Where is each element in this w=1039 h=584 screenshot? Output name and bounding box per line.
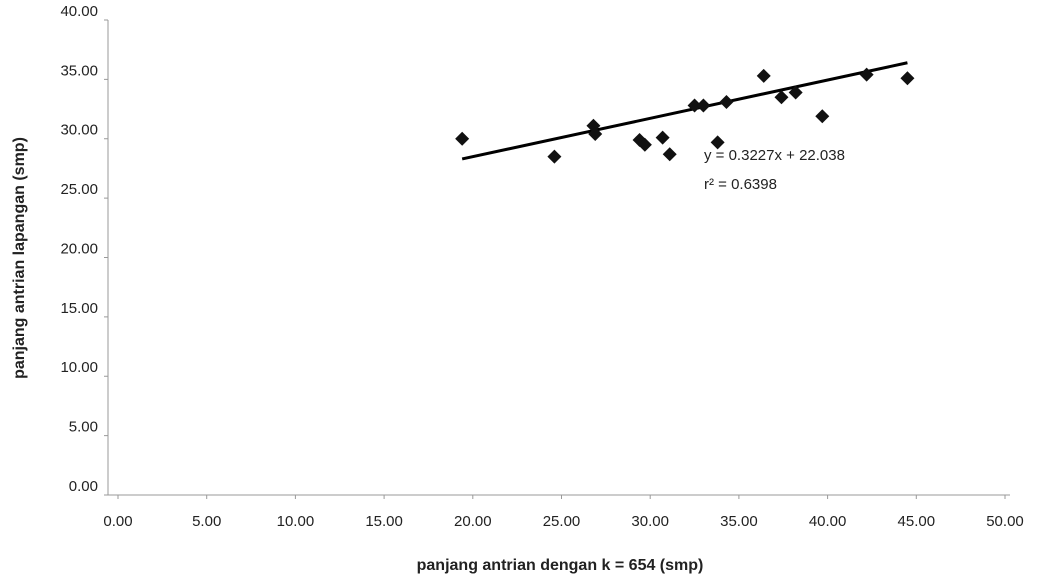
point [662,147,677,162]
point [859,67,874,82]
point [710,135,725,150]
point [588,127,603,141]
y-axis-label: panjang antrian lapangan (smp) [11,137,28,379]
point [696,98,711,113]
trend-r2: r² = 0.6398 [704,176,777,193]
point [815,109,830,124]
point [788,85,803,100]
x-tick-label: 30.00 [631,513,669,530]
trend-equation: y = 0.3227x + 22.038 [704,147,845,164]
x-axis-label: panjang antrian dengan k = 654 (smp) [417,557,704,574]
point [756,68,771,83]
y-tick-label: 25.00 [60,181,98,198]
x-tick-label: 15.00 [365,513,403,530]
x-tick-label: 25.00 [543,513,581,530]
x-tick-label: 45.00 [898,513,936,530]
x-tick-label: 35.00 [720,513,758,530]
y-tick-label: 0.00 [69,478,98,495]
y-tick-label: 40.00 [60,3,98,20]
point [774,90,789,105]
x-tick-label: 40.00 [809,513,847,530]
y-tick-label: 15.00 [60,300,98,317]
x-tick-label: 10.00 [277,513,315,530]
point [687,98,702,113]
point [655,130,670,145]
trend-line [461,61,908,161]
y-tick-label: 30.00 [60,122,98,139]
y-tick-label: 5.00 [69,419,98,436]
x-tick-label: 20.00 [454,513,492,530]
point [637,137,652,152]
point [455,131,470,146]
point [900,71,915,86]
point [547,149,562,164]
y-tick-label: 20.00 [60,240,98,257]
y-tick-label: 35.00 [60,62,98,79]
point [719,94,734,109]
x-tick-label: 0.00 [103,513,132,530]
x-tick-label: 50.00 [986,513,1024,530]
y-tick-label: 10.00 [60,359,98,376]
x-tick-label: 5.00 [192,513,221,530]
